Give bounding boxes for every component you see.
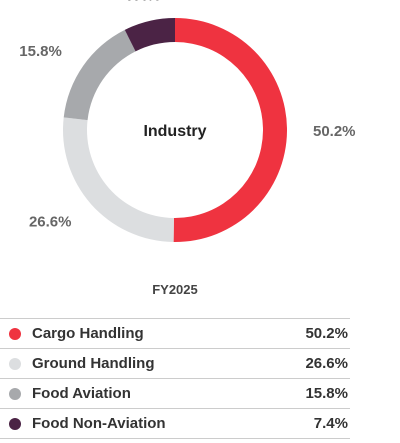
legend-value: 26.6% bbox=[305, 355, 348, 372]
legend-name: Cargo Handling bbox=[32, 325, 144, 342]
legend-dot-icon bbox=[9, 417, 21, 430]
legend-value: 7.4% bbox=[313, 415, 348, 432]
legend-row-food-aviation: Food Aviation 15.8% bbox=[0, 379, 350, 409]
donut-chart: 50.2% 26.6% 15.8% 7.4% Industry bbox=[19, 0, 356, 242]
legend-row-cargo-handling: Cargo Handling 50.2% bbox=[0, 319, 350, 349]
donut-slices bbox=[63, 18, 287, 242]
legend-name: Food Non-Aviation bbox=[32, 415, 166, 432]
slice-value-label: 7.4% bbox=[126, 0, 160, 5]
legend-row-food-non-aviation: Food Non-Aviation 7.4% bbox=[0, 409, 350, 439]
donut-slice-food-non-aviation bbox=[124, 18, 175, 52]
legend-value: 15.8% bbox=[305, 385, 348, 402]
period-label: FY2025 bbox=[152, 282, 198, 297]
legend-name: Food Aviation bbox=[32, 385, 131, 402]
slice-labels: 50.2% 26.6% 15.8% 7.4% bbox=[19, 0, 355, 230]
slice-value-label: 26.6% bbox=[29, 213, 72, 230]
center-label: Industry bbox=[143, 123, 206, 140]
legend-dot-icon bbox=[9, 327, 21, 340]
legend-dot-icon bbox=[9, 357, 21, 370]
legend-value: 50.2% bbox=[305, 325, 348, 342]
slice-value-label: 50.2% bbox=[313, 123, 356, 140]
donut-slice-food-aviation bbox=[63, 29, 136, 121]
legend: Cargo Handling 50.2% Ground Handling 26.… bbox=[0, 318, 350, 439]
legend-row-ground-handling: Ground Handling 26.6% bbox=[0, 349, 350, 379]
legend-name: Ground Handling bbox=[32, 355, 155, 372]
donut-slice-ground-handling bbox=[63, 117, 174, 242]
slice-value-label: 15.8% bbox=[19, 43, 62, 60]
donut-slice-cargo-handling bbox=[173, 18, 287, 242]
legend-dot-icon bbox=[9, 387, 21, 400]
